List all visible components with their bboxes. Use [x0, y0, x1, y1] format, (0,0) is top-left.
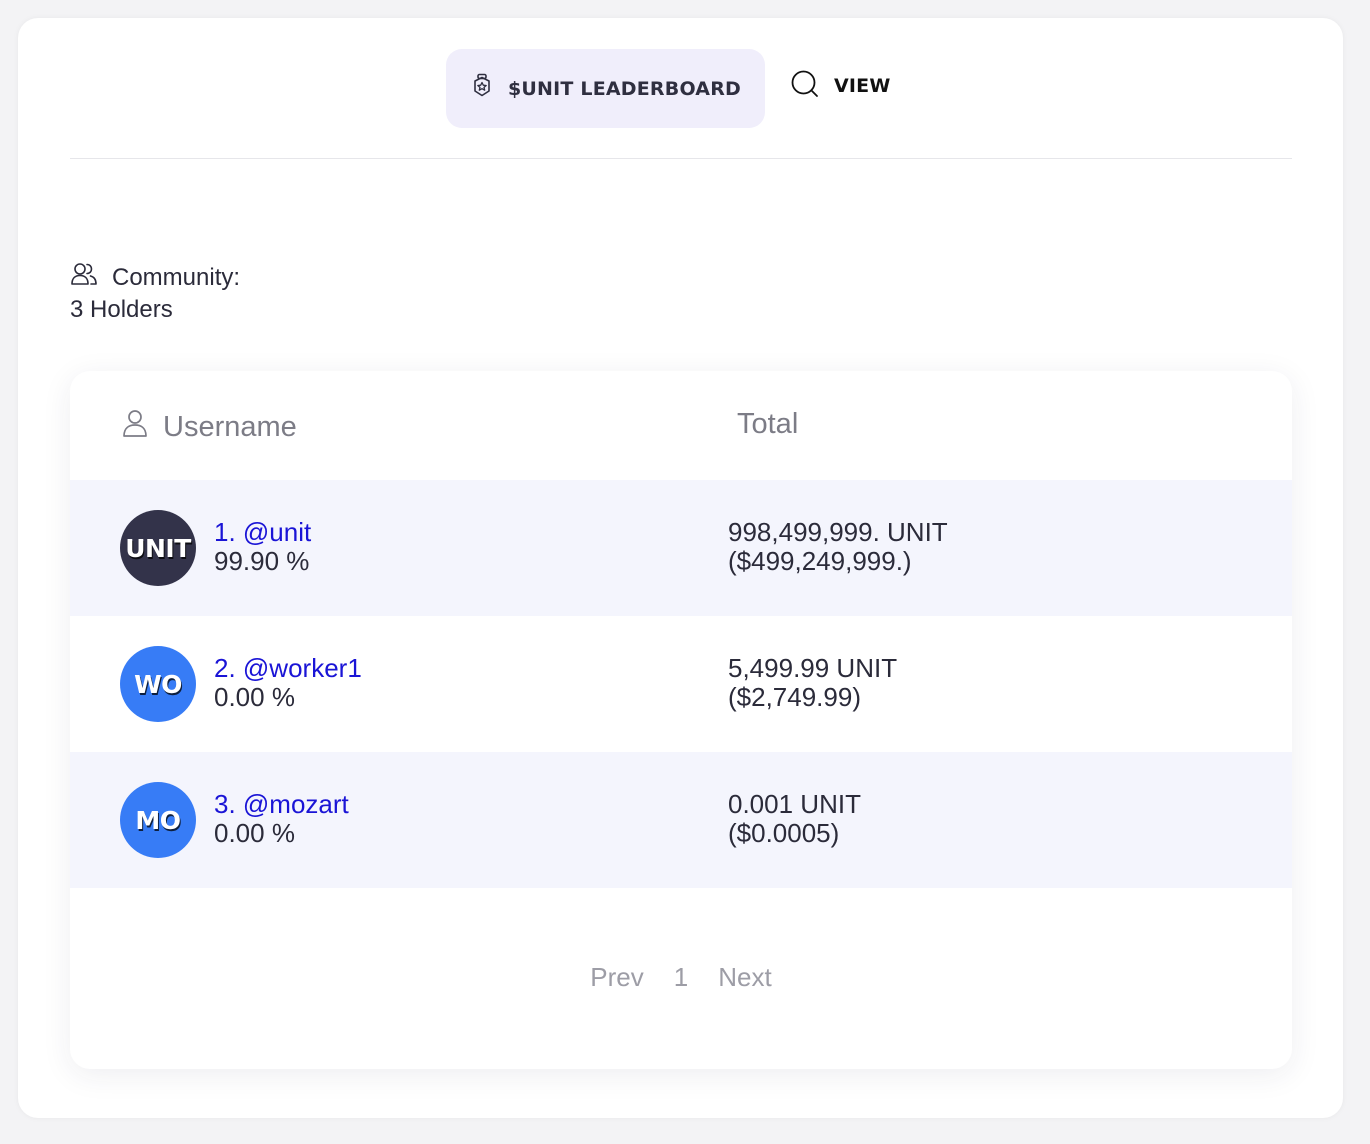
token-amount: 998,499,999. UNIT: [728, 517, 948, 547]
column-header-total: Total: [737, 408, 799, 440]
badge-icon: [470, 73, 494, 104]
search-icon: [790, 69, 820, 104]
divider: [70, 158, 1292, 159]
prev-button[interactable]: Prev: [590, 962, 644, 992]
tab-bar: $UNIT LEADERBOARD VIEW: [18, 49, 1343, 129]
avatar: MO: [120, 782, 196, 858]
table-header: Username Total: [70, 371, 1292, 480]
table-row: WO 2. @worker1 0.00 % 5,499.99 UNIT ($2,…: [70, 616, 1292, 752]
username-link[interactable]: 3. @mozart: [214, 789, 349, 819]
holding-percent: 0.00 %: [214, 682, 295, 712]
tab-view-label: VIEW: [834, 75, 891, 97]
tab-leaderboard[interactable]: $UNIT LEADERBOARD: [446, 49, 765, 128]
table-row: UNIT 1. @unit 99.90 % 998,499,999. UNIT …: [70, 480, 1292, 616]
username-link[interactable]: 1. @unit: [214, 517, 312, 547]
holders-count: 3 Holders: [70, 296, 173, 323]
tab-view[interactable]: VIEW: [790, 68, 891, 104]
community-label: Community:: [112, 264, 241, 291]
user-icon: [121, 408, 149, 446]
holders-table: Username Total UNIT 1. @unit 99.90 % 998…: [70, 371, 1292, 1069]
pagination: Prev 1 Next: [70, 962, 1292, 993]
column-header-username: Username: [121, 408, 297, 446]
usd-value: ($0.0005): [728, 818, 840, 848]
tab-leaderboard-label: $UNIT LEADERBOARD: [508, 77, 741, 100]
user-info: 3. @mozart 0.00 %: [214, 790, 349, 848]
next-button[interactable]: Next: [718, 962, 772, 992]
username-header-label: Username: [163, 410, 297, 443]
token-amount: 5,499.99 UNIT: [728, 653, 898, 683]
table-row: MO 3. @mozart 0.00 % 0.001 UNIT ($0.0005…: [70, 752, 1292, 888]
avatar: UNIT: [120, 510, 196, 586]
holding-percent: 99.90 %: [214, 546, 310, 576]
holding-percent: 0.00 %: [214, 818, 295, 848]
total-cell: 0.001 UNIT ($0.0005): [728, 790, 861, 848]
token-amount: 0.001 UNIT: [728, 789, 861, 819]
users-icon: [70, 261, 98, 295]
page-number[interactable]: 1: [673, 962, 689, 992]
user-info: 1. @unit 99.90 %: [214, 518, 311, 576]
avatar: WO: [120, 646, 196, 722]
user-info: 2. @worker1 0.00 %: [214, 654, 362, 712]
usd-value: ($499,249,999.): [728, 546, 912, 576]
total-cell: 5,499.99 UNIT ($2,749.99): [728, 654, 897, 712]
leaderboard-card: $UNIT LEADERBOARD VIEW Comm: [18, 18, 1343, 1118]
username-link[interactable]: 2. @worker1: [214, 653, 362, 683]
total-cell: 998,499,999. UNIT ($499,249,999.): [728, 518, 948, 576]
community-summary: Community: 3 Holders: [70, 261, 240, 325]
usd-value: ($2,749.99): [728, 682, 861, 712]
